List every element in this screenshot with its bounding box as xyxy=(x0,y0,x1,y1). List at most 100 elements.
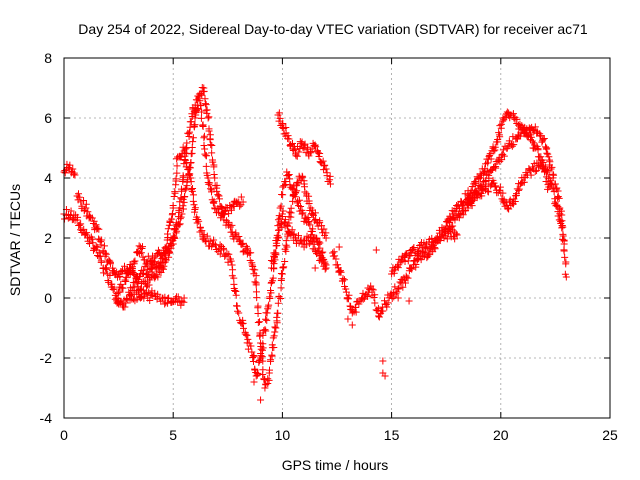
data-point xyxy=(166,218,174,226)
data-point xyxy=(504,205,512,213)
data-point xyxy=(191,204,199,212)
data-point xyxy=(66,161,74,169)
data-point xyxy=(497,120,505,128)
data-point xyxy=(220,246,228,254)
data-point xyxy=(394,294,402,302)
data-point xyxy=(499,146,507,154)
data-point xyxy=(559,230,567,238)
chart-title: Day 254 of 2022, Sidereal Day-to-day VTE… xyxy=(78,21,588,37)
data-point xyxy=(261,384,269,392)
data-point xyxy=(385,294,393,302)
data-point xyxy=(264,305,272,313)
data-point xyxy=(75,193,83,201)
data-point xyxy=(281,216,289,224)
data-point xyxy=(533,167,541,175)
data-point xyxy=(220,210,228,218)
data-point xyxy=(88,214,96,222)
data-point xyxy=(290,230,298,238)
x-axis-label: GPS time / hours xyxy=(282,457,389,473)
data-point xyxy=(547,176,555,184)
data-point xyxy=(161,300,169,308)
data-point xyxy=(218,205,226,213)
data-point xyxy=(452,230,460,238)
data-point xyxy=(74,213,82,221)
data-point xyxy=(249,357,257,365)
data-point xyxy=(269,334,277,342)
data-point xyxy=(97,257,105,265)
data-point xyxy=(279,191,287,199)
data-point xyxy=(235,309,243,317)
data-point xyxy=(499,197,507,205)
data-point xyxy=(251,278,259,286)
data-point xyxy=(299,173,307,181)
data-point xyxy=(164,225,172,233)
data-point xyxy=(240,247,248,255)
data-point xyxy=(289,147,297,155)
data-point xyxy=(295,148,303,156)
data-point xyxy=(205,180,213,188)
data-point xyxy=(558,224,566,232)
data-point xyxy=(206,185,214,193)
data-point xyxy=(326,172,334,180)
data-point xyxy=(274,299,282,307)
data-point xyxy=(300,177,308,185)
data-point xyxy=(471,189,479,196)
data-point xyxy=(247,249,255,257)
data-point xyxy=(341,282,349,290)
data-point xyxy=(116,273,124,281)
data-point xyxy=(278,212,286,220)
data-point xyxy=(547,165,555,173)
data-point xyxy=(277,284,285,292)
data-point xyxy=(404,257,412,265)
data-point xyxy=(550,188,558,196)
data-point xyxy=(81,230,89,238)
data-point xyxy=(270,332,278,340)
data-point xyxy=(534,146,542,154)
data-point xyxy=(121,303,129,311)
data-point xyxy=(237,193,245,201)
data-point xyxy=(183,182,191,190)
data-point xyxy=(215,195,223,203)
data-point xyxy=(280,182,288,190)
data-point xyxy=(95,249,103,257)
data-point xyxy=(305,152,313,160)
data-point xyxy=(102,250,110,258)
data-point xyxy=(128,287,136,295)
data-point xyxy=(154,290,162,298)
data-point xyxy=(286,175,294,183)
data-point xyxy=(172,229,180,237)
data-point xyxy=(266,366,274,374)
data-point xyxy=(183,176,191,184)
data-point xyxy=(117,280,125,288)
data-point xyxy=(295,232,303,240)
data-point xyxy=(173,162,181,170)
data-point xyxy=(125,269,133,277)
data-point xyxy=(324,178,332,186)
data-point xyxy=(78,226,86,234)
data-point xyxy=(451,235,459,243)
data-point xyxy=(70,171,78,179)
data-point xyxy=(251,266,259,274)
data-point xyxy=(315,247,323,255)
data-point xyxy=(129,263,137,271)
data-point xyxy=(250,378,258,386)
data-point xyxy=(433,235,441,243)
data-point xyxy=(371,299,379,307)
data-point xyxy=(314,149,322,157)
data-point xyxy=(239,324,247,332)
data-point xyxy=(214,191,222,199)
data-point xyxy=(485,171,493,179)
data-point xyxy=(539,135,547,143)
data-point xyxy=(248,348,256,356)
data-point xyxy=(275,233,283,241)
data-point xyxy=(92,221,100,229)
data-point xyxy=(305,197,313,205)
data-point xyxy=(530,144,538,152)
data-point xyxy=(265,301,273,309)
data-point xyxy=(401,279,409,287)
data-point xyxy=(282,237,290,245)
data-point xyxy=(273,242,281,250)
data-point xyxy=(315,238,323,246)
data-point xyxy=(542,145,550,153)
data-point xyxy=(194,101,202,109)
